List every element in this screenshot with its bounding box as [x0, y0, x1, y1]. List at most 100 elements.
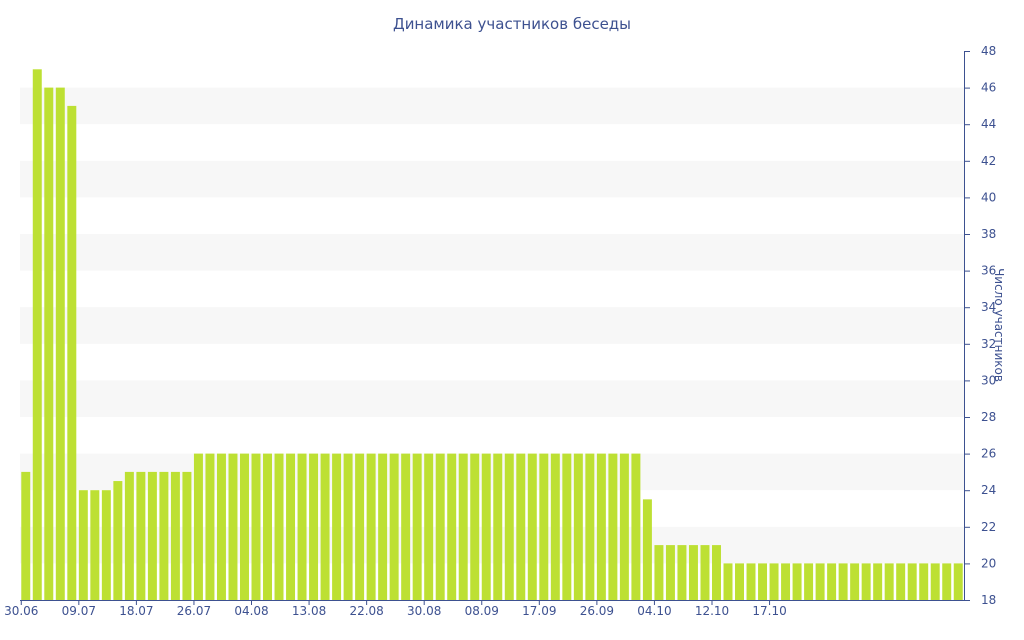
- bar: [654, 545, 664, 600]
- y-tick-label: 38: [981, 227, 996, 241]
- x-axis-ticks: 30.06 09.07 18.07 26.07 04.08 13.08 22.08 30.08…: [4, 600, 787, 618]
- y-tick-label: 40: [981, 190, 996, 204]
- chart-title: Динамика участников беседы: [393, 15, 631, 33]
- y-tick-label: 26: [981, 447, 996, 461]
- bar: [550, 453, 560, 600]
- bar: [67, 105, 77, 601]
- bar: [608, 453, 618, 600]
- bar: [688, 545, 698, 600]
- bar: [585, 453, 595, 600]
- bar: [216, 453, 226, 600]
- x-tick-label: 17.10: [752, 604, 786, 618]
- y-axis-title: Число участников: [992, 268, 1006, 382]
- bar: [792, 563, 802, 600]
- x-tick-label: 18.07: [119, 604, 153, 618]
- bar: [527, 453, 537, 600]
- bar: [320, 453, 330, 600]
- bar: [447, 453, 457, 600]
- bar: [113, 481, 123, 600]
- bar: [642, 499, 652, 600]
- y-tick-label: 46: [981, 81, 996, 95]
- y-tick-label: 34: [981, 300, 996, 314]
- grid-band: [20, 160, 964, 198]
- bar: [470, 453, 480, 600]
- bar: [631, 453, 641, 600]
- bar: [735, 563, 744, 600]
- bar: [251, 453, 261, 600]
- y-axis-ticks: 18 20 22 24 26 28 30 32 34 36 38 40 42 44 46 48: [964, 44, 996, 607]
- bar: [815, 563, 825, 600]
- bar: [274, 453, 284, 600]
- bar: [124, 471, 134, 600]
- grid-bands: [20, 87, 964, 564]
- bar: [677, 545, 687, 600]
- bar: [758, 563, 768, 600]
- bar: [44, 87, 54, 601]
- x-tick-label: 13.08: [292, 604, 326, 618]
- bar: [355, 453, 365, 600]
- bar: [596, 453, 606, 600]
- bar: [170, 471, 180, 600]
- bar: [930, 563, 940, 600]
- x-tick-label: 26.09: [580, 604, 614, 618]
- y-tick-label: 24: [981, 483, 996, 497]
- grid-band: [20, 380, 964, 417]
- bar: [90, 490, 100, 600]
- y-tick-label: 48: [981, 44, 996, 58]
- bar: [907, 563, 917, 600]
- bar: [435, 453, 445, 600]
- bar: [746, 563, 756, 600]
- bar: [619, 453, 629, 600]
- x-tick-label: 22.08: [349, 604, 383, 618]
- y-tick-label: 18: [981, 593, 996, 607]
- bar: [665, 545, 675, 600]
- bar: [182, 471, 192, 600]
- bar: [827, 563, 837, 600]
- bar: [539, 453, 549, 600]
- x-tick-label: 30.08: [407, 604, 441, 618]
- grid-band: [20, 307, 964, 344]
- bar: [378, 453, 388, 600]
- bar: [458, 453, 468, 600]
- bar: [21, 471, 31, 600]
- bar: [481, 453, 491, 600]
- bar: [32, 69, 42, 601]
- bar: [412, 453, 422, 600]
- bar: [343, 453, 353, 600]
- y-tick-label: 30: [981, 373, 996, 387]
- y-tick-label: 36: [981, 264, 996, 278]
- bar: [781, 563, 791, 600]
- x-tick-label: 12.10: [695, 604, 729, 618]
- bar: [953, 563, 963, 600]
- x-tick-label: 09.07: [62, 604, 96, 618]
- bar: [804, 563, 814, 600]
- bar: [389, 453, 399, 600]
- bar: [942, 563, 952, 600]
- bar: [919, 563, 929, 600]
- y-tick-label: 42: [981, 154, 996, 168]
- bar: [101, 490, 111, 600]
- y-tick-label: 44: [981, 117, 996, 131]
- bar: [309, 453, 319, 600]
- x-tick-label: 17.09: [522, 604, 556, 618]
- bar: [723, 563, 733, 600]
- bar: [366, 453, 376, 600]
- y-tick-label: 28: [981, 410, 996, 424]
- bar: [896, 563, 906, 600]
- bar: [700, 545, 710, 600]
- bar: [504, 453, 514, 600]
- x-tick-label: 08.09: [465, 604, 499, 618]
- grid-band: [20, 87, 964, 125]
- bar: [263, 453, 272, 600]
- bar: [159, 471, 169, 600]
- bar: [401, 453, 411, 600]
- bar: [193, 453, 203, 600]
- grid-band: [20, 234, 964, 271]
- bar: [850, 563, 860, 600]
- bar: [769, 563, 779, 600]
- bar: [55, 87, 65, 601]
- x-tick-label: 04.10: [637, 604, 671, 618]
- bar: [493, 453, 503, 600]
- bar: [712, 545, 721, 600]
